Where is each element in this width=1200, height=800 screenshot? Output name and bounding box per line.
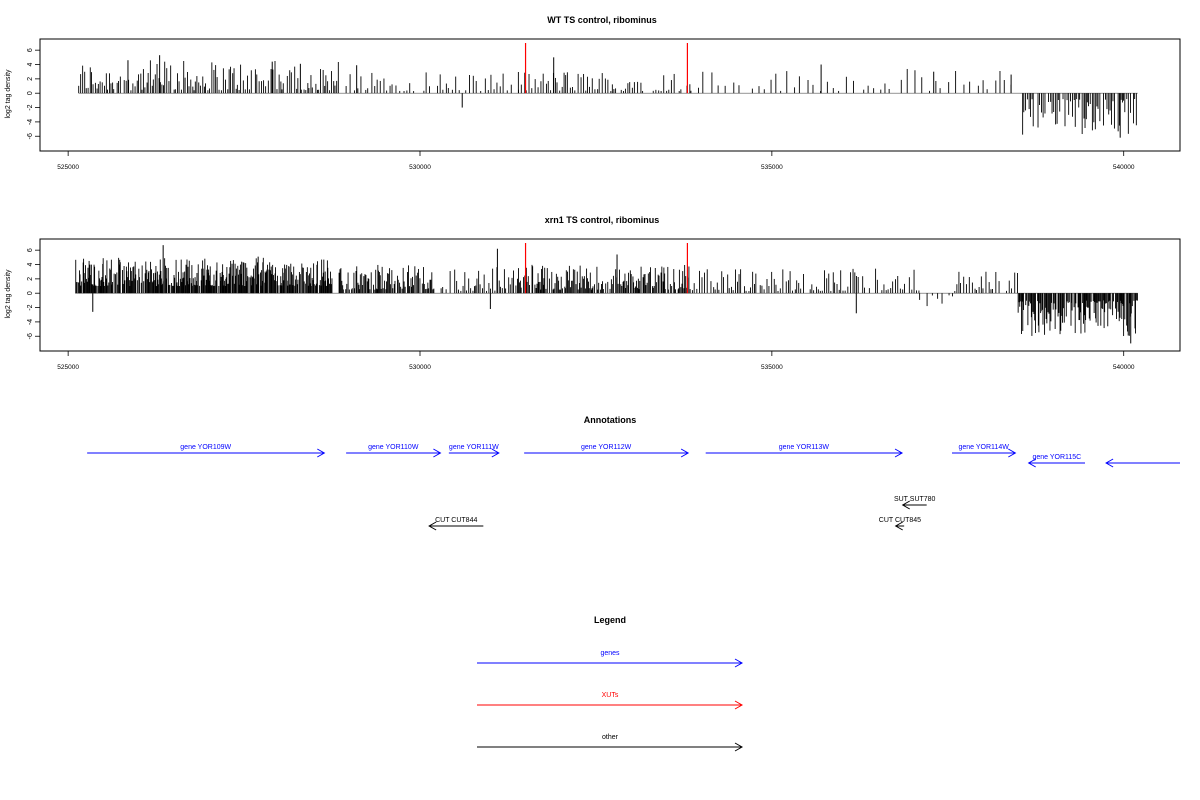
arrow-head bbox=[734, 700, 744, 710]
y-tick-label: -2 bbox=[27, 104, 34, 110]
arrow-head bbox=[317, 448, 326, 458]
x-tick-label: 525000 bbox=[57, 164, 79, 171]
legend: Legend genes XUTs other bbox=[477, 615, 744, 752]
annotation-label: gene YOR112W bbox=[581, 444, 632, 451]
y-tick-label: -4 bbox=[27, 319, 34, 325]
arrow-head bbox=[894, 521, 903, 531]
annotation-label: gene YOR113W bbox=[779, 444, 830, 451]
annotations-title: Annotations bbox=[584, 415, 637, 425]
xrn1-plot-frame bbox=[39, 238, 1181, 352]
wt-plot-frame bbox=[39, 38, 1181, 152]
arrow-head bbox=[1105, 458, 1114, 468]
legend-items: genes XUTs other bbox=[477, 650, 744, 752]
arrow-head bbox=[1027, 458, 1036, 468]
wt-panel-title: WT TS control, ribominus bbox=[547, 15, 657, 25]
annotation-label: gene YOR110W bbox=[368, 444, 419, 451]
y-tick-label: 4 bbox=[27, 262, 34, 266]
y-tick-label: 4 bbox=[27, 62, 34, 66]
annotation-label: gene YOR114W bbox=[959, 444, 1010, 451]
y-tick-label: 6 bbox=[27, 48, 34, 52]
arrow-head bbox=[894, 448, 904, 458]
arrow-head bbox=[428, 521, 437, 531]
y-tick-label: -6 bbox=[27, 333, 34, 339]
legend-label: XUTs bbox=[602, 692, 619, 699]
annotation-arrow bbox=[901, 500, 927, 510]
annotation-arrow bbox=[524, 448, 690, 458]
annotation-arrow bbox=[346, 448, 442, 458]
legend-arrow bbox=[477, 700, 744, 710]
xrn1-panel-title: xrn1 TS control, ribominus bbox=[545, 215, 660, 225]
xrn1-density-bars bbox=[75, 243, 1138, 344]
wt-axes: -6 -4 -2 0 2 4 6 525000 530000 535000 540000 bbox=[27, 48, 1135, 171]
xrn1-axes: -6 -4 -2 0 2 4 6 525000 530000 535000 540000 bbox=[27, 248, 1135, 371]
x-tick-label: 535000 bbox=[761, 364, 783, 371]
arrow-head bbox=[491, 448, 500, 458]
arrow-head bbox=[901, 500, 910, 510]
annotation-arrow bbox=[87, 448, 326, 458]
annotation-label: CUT CUT844 bbox=[435, 517, 477, 524]
xrn1-y-axis-label: log2 tag density bbox=[5, 269, 12, 319]
legend-arrow bbox=[477, 742, 744, 752]
arrow-head bbox=[1008, 448, 1017, 458]
arrow-head bbox=[734, 658, 744, 668]
arrow-head bbox=[433, 448, 442, 458]
annotation-arrow bbox=[952, 448, 1017, 458]
legend-title: Legend bbox=[594, 615, 626, 625]
arrow-head bbox=[734, 742, 744, 752]
annotation-arrow bbox=[1027, 458, 1085, 468]
annotation-arrow bbox=[894, 521, 905, 531]
x-tick-label: 535000 bbox=[761, 164, 783, 171]
y-tick-label: -6 bbox=[27, 133, 34, 139]
annotation-label: gene YOR109W bbox=[180, 444, 231, 451]
y-tick-label: 0 bbox=[27, 291, 34, 295]
annotation-arrow bbox=[448, 448, 500, 458]
annotation-features: gene YOR109W gene YOR110W gene YOR111W gene… bbox=[87, 444, 1180, 531]
annotations-track: Annotations gene YOR109W gene YOR110W gene… bbox=[87, 415, 1180, 531]
wt-density-bars bbox=[78, 43, 1138, 138]
x-tick-label: 540000 bbox=[1113, 164, 1135, 171]
x-tick-label: 540000 bbox=[1113, 364, 1135, 371]
y-tick-label: 0 bbox=[27, 91, 34, 95]
legend-arrow bbox=[477, 658, 744, 668]
annotation-label: gene YOR111W bbox=[449, 444, 499, 451]
y-tick-label: 2 bbox=[27, 77, 34, 81]
annotation-label: gene YOR115C bbox=[1032, 454, 1081, 461]
y-tick-label: 2 bbox=[27, 277, 34, 281]
x-tick-label: 525000 bbox=[57, 364, 79, 371]
wt-y-axis-label: log2 tag density bbox=[5, 69, 12, 119]
x-tick-label: 530000 bbox=[409, 364, 431, 371]
x-tick-label: 530000 bbox=[409, 164, 431, 171]
annotation-arrow bbox=[428, 521, 484, 531]
annotation-arrow bbox=[1105, 458, 1180, 468]
legend-label: genes bbox=[600, 650, 620, 657]
annotation-arrow bbox=[705, 448, 904, 458]
annotation-label: SUT SUT780 bbox=[894, 496, 936, 503]
annotation-label: CUT CUT845 bbox=[879, 517, 921, 524]
y-tick-label: -4 bbox=[27, 119, 34, 125]
y-tick-label: 6 bbox=[27, 248, 34, 252]
legend-label: other bbox=[602, 734, 619, 741]
xrn1-density-panel: xrn1 TS control, ribominus log2 tag dens… bbox=[5, 215, 1181, 371]
arrow-head bbox=[680, 448, 690, 458]
y-tick-label: -2 bbox=[27, 304, 34, 310]
wt-density-panel: WT TS control, ribominus log2 tag densit… bbox=[5, 15, 1181, 171]
